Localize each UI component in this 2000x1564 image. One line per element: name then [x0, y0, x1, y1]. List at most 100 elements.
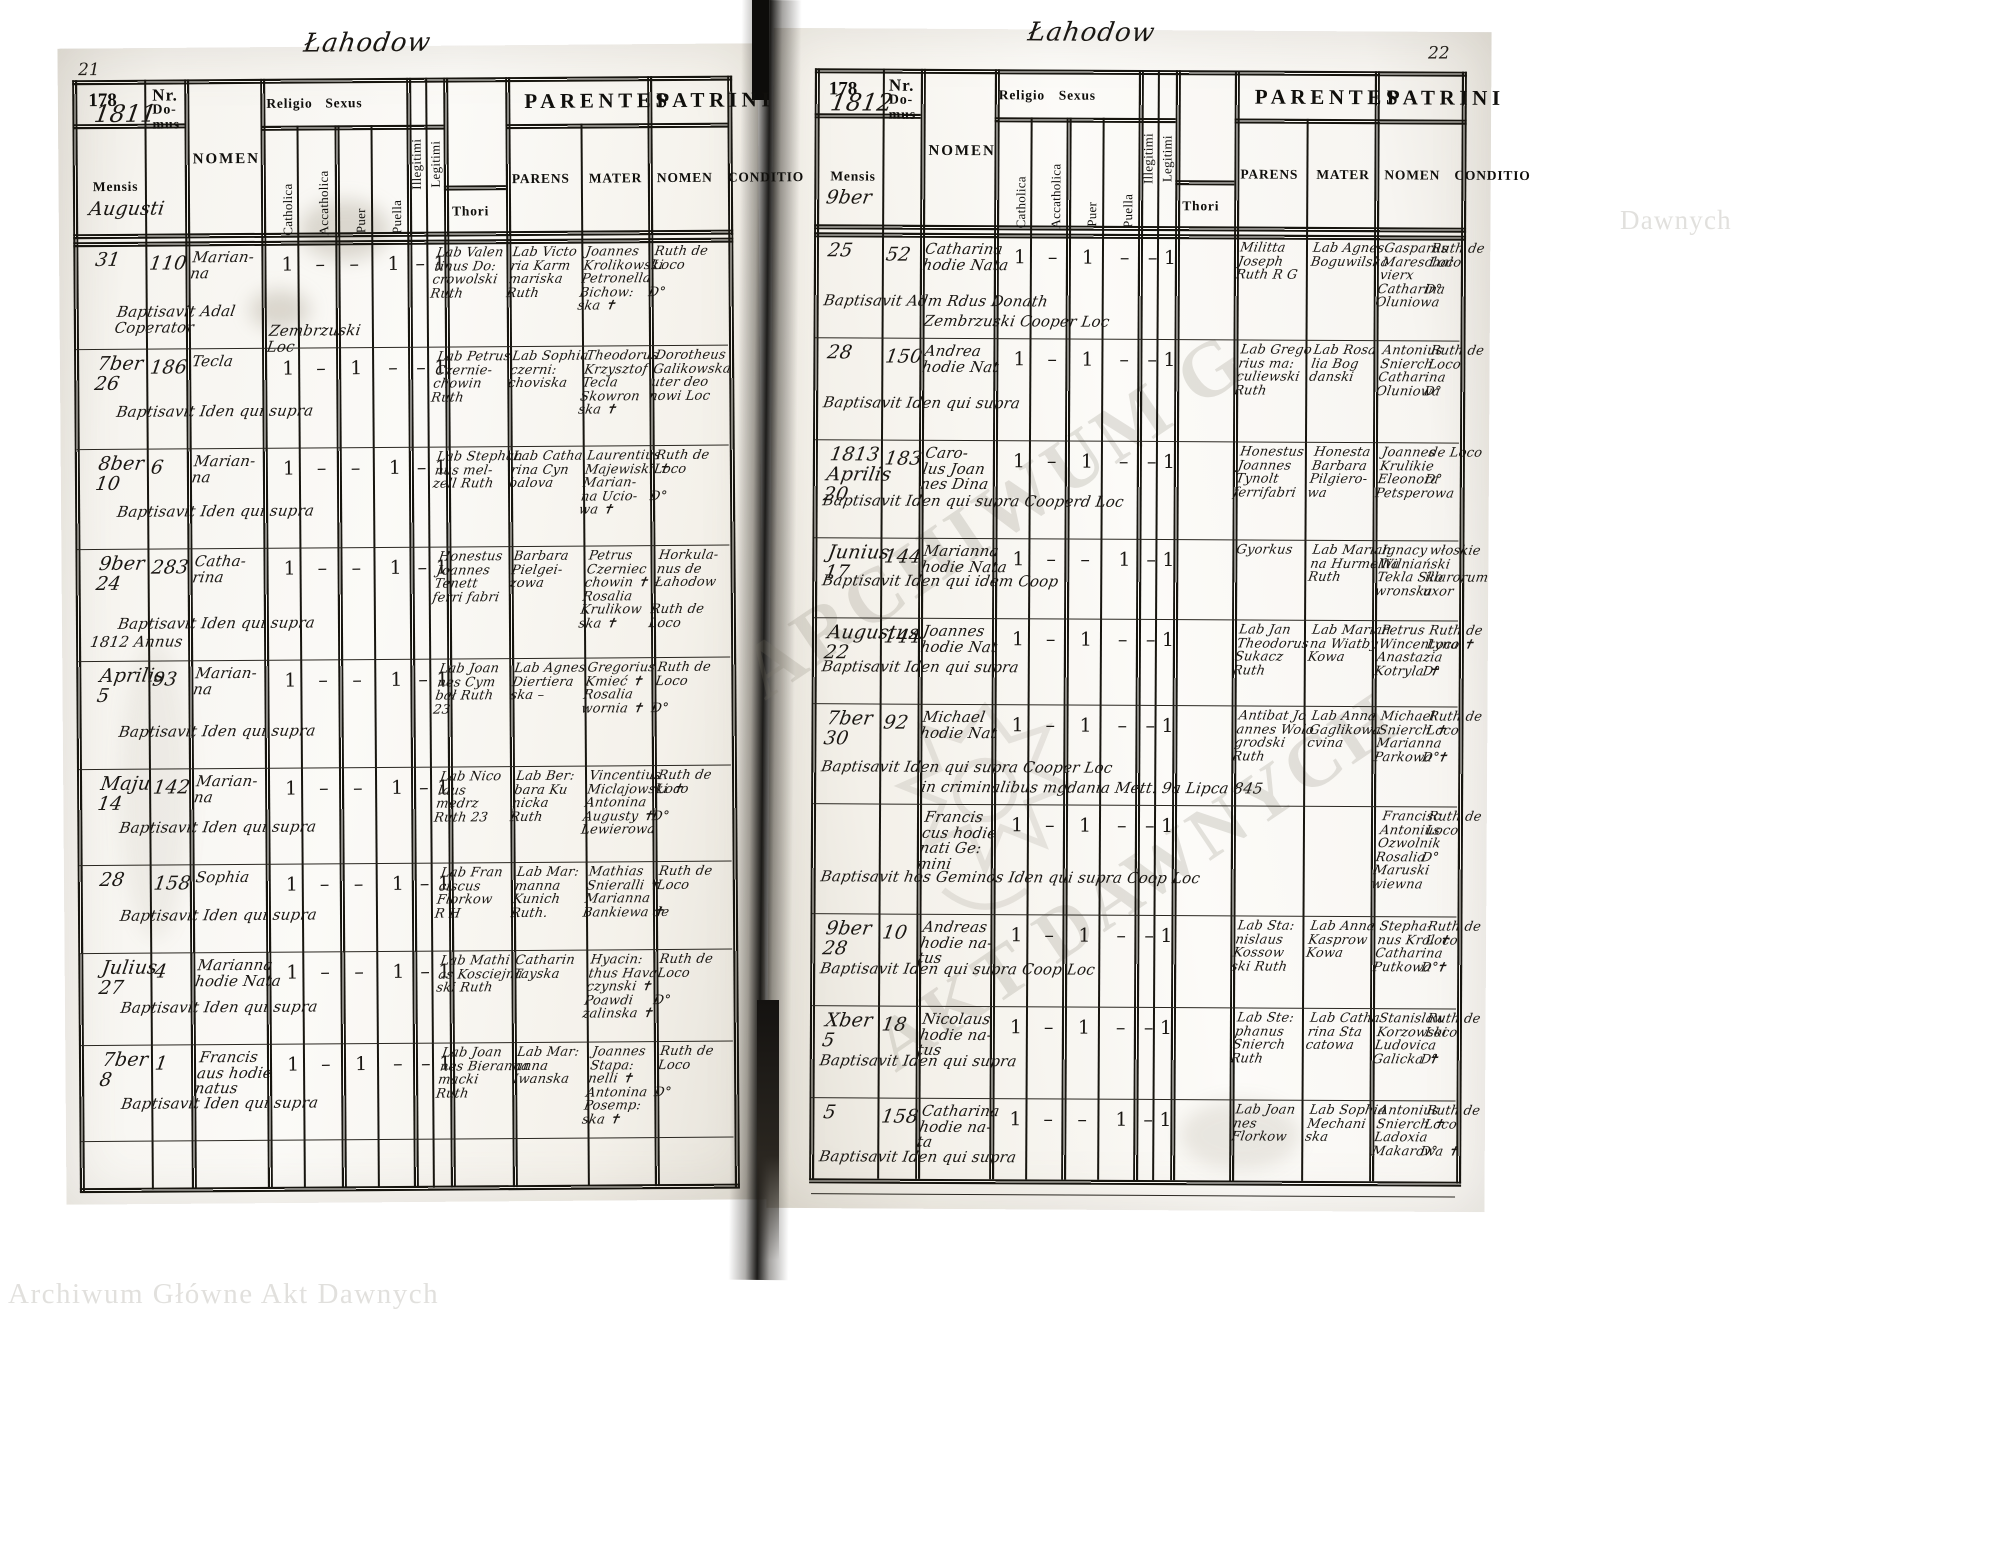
entry-mother: Lab Catha rina Cyn balova [507, 448, 584, 492]
entry-baptism-note: Baptisavit Iden qui idem Coop [820, 571, 1060, 591]
entry-baptism-note: Baptisavit Adal Coperator [113, 301, 237, 337]
entry-father: Lab Joan nes Florkow [1230, 1102, 1297, 1145]
entry-accatholica: – [1046, 450, 1057, 473]
row-separator [813, 803, 1458, 808]
entry-baptism-note: Baptisavit Iden qui supra [818, 1051, 1019, 1071]
entry-legitimi: 1 [1159, 1017, 1173, 1040]
entry-mother: Barbara Pielgei- zowa [508, 548, 570, 592]
entry-child-name: Andrea hodie Nat [920, 341, 1001, 376]
entry-accatholica: – [318, 669, 329, 692]
entry-illegitimi: – [416, 456, 427, 479]
entry-baptism-note: Baptisavit Iden qui supra [118, 817, 318, 837]
entry-father: Lab Nico laus medrz Ruth 23 [433, 769, 503, 826]
entry-illegitimi: – [1143, 1016, 1154, 1039]
entry-illegitimi: – [1147, 246, 1158, 269]
row-separator [814, 537, 1459, 542]
entry-legitimi: 1 [1163, 247, 1177, 270]
row-separator [812, 913, 1457, 918]
entry-accatholica: – [317, 557, 328, 580]
entry-accatholica: – [319, 777, 329, 800]
entry-day: 9ber 24 [94, 552, 147, 595]
entry-catholica: 1 [1012, 548, 1025, 571]
entry-catholica: 1 [1010, 924, 1023, 947]
entry-puella: – [1116, 814, 1127, 837]
entry-catholica: 1 [1011, 714, 1024, 737]
entry-child-name: Marianna hodie Nata [919, 541, 1009, 576]
entry-house-number: 186 [148, 356, 189, 379]
entry-illegitimi: – [1143, 1108, 1154, 1131]
left-entry-rows: 31 110 Marian- na 1– –1–1 Lab Valen tinus Do:… [0, 0, 764, 1263]
entry-child-name: Joannes hodie Nat [919, 621, 999, 656]
entry-child-name: Tecla [190, 352, 235, 371]
entry-baptism-note: Baptisavit Iden qui supra [117, 721, 318, 741]
entry-baptism-note: Baptisavit Iden qui supra [820, 657, 1021, 677]
entry-child-name: Catha- rina [191, 551, 248, 586]
entry-accatholica: – [1047, 348, 1058, 371]
entry-mother: Lab Sophia czerni: choviska [507, 348, 590, 392]
entry-puella: 1 [387, 252, 400, 275]
entry-child-name: Caro- lus Joan nes Dina [918, 443, 990, 494]
entry-legitimi: 1 [1162, 451, 1176, 474]
entry-puella: – [1115, 1016, 1126, 1039]
row-separator [812, 1005, 1457, 1010]
entry-day: 28 [825, 341, 854, 364]
entry-condition: Ruth de Loco D° [648, 447, 711, 504]
entry-godparents: Theodorus Krzysztof Tecla Skowron ska ✝ [577, 348, 660, 418]
entry-puer: 1 [1077, 1016, 1091, 1039]
entry-condition: Ruth de Loco D° [1421, 623, 1484, 680]
entry-catholica: 1 [286, 961, 299, 984]
entry-catholica: 1 [285, 777, 298, 800]
entry-accatholica: – [320, 1053, 331, 1076]
entry-illegitimi: – [415, 252, 426, 275]
entry-baptism-note: Baptisavit hos Geminos Iden qui supra Co… [819, 867, 1202, 888]
entry-catholica: 1 [281, 253, 294, 276]
entry-baptism-note-2: Zembrzuski Cooper Loc [922, 311, 1111, 331]
entry-condition: Ruth de Loco D° [1419, 919, 1483, 976]
paper-stain [250, 290, 310, 330]
entry-condition: Ruth de Loco D° [1420, 809, 1483, 866]
entry-mother: Lab Agnes Diertiera ska – [509, 660, 587, 704]
entry-godparents: Petrus Czerniec chowin ✝ Rosalia Kruliko… [577, 548, 650, 632]
entry-house-number: 4 [152, 960, 169, 983]
entry-illegitimi: – [419, 872, 430, 895]
entry-legitimi: 1 [1162, 549, 1175, 572]
entry-accatholica: – [315, 253, 326, 276]
entry-day: 28 [98, 868, 127, 891]
entry-puella: – [1119, 246, 1130, 269]
entry-father: Lab Joan nes Cym bał Ruth 23 [432, 661, 501, 718]
entry-house-number: 18 [880, 1013, 909, 1036]
entry-condition: Ruth de Loco D° [1423, 241, 1486, 298]
entry-illegitimi: – [416, 356, 426, 379]
entry-catholica: 1 [284, 669, 297, 692]
entry-child-name: Catharina hodie na- ta [915, 1101, 1001, 1151]
entry-father: Lab Sta: nislaus Kossow ski Ruth [1229, 918, 1296, 975]
row-separator [813, 703, 1458, 708]
entry-mother: Honesta Barbara Pilgiero- wa [1306, 444, 1372, 501]
spine-bottom-shadow [757, 1000, 779, 1260]
entry-legitimi: 1 [1160, 925, 1173, 948]
entry-baptism-note: Baptisavit Iden qui supra Cooper Loc [819, 757, 1115, 777]
entry-day: 5 [821, 1101, 838, 1124]
paper-stain [1180, 1100, 1300, 1170]
entry-condition: Ruth de Loco D° [650, 659, 712, 716]
entry-catholica: 1 [282, 457, 296, 480]
entry-accatholica: – [1044, 924, 1055, 947]
paper-stain [120, 640, 190, 940]
entry-day: Xber 5 [820, 1009, 875, 1052]
entry-mother: Lab Catha rina Sta catowa [1304, 1010, 1382, 1054]
entry-condition: Ruth de Loco D° [1418, 1103, 1482, 1160]
entry-catholica: 1 [1009, 1016, 1023, 1039]
entry-illegitimi: – [1146, 450, 1157, 473]
entry-father: Honestus Joannes Tynolt ferrifabri [1232, 444, 1306, 501]
entry-puella: – [1118, 450, 1129, 473]
entry-accatholica: – [1046, 548, 1057, 571]
entry-accatholica: – [316, 457, 327, 480]
entry-father: Lab Ste: phanus Snierch Ruth [1229, 1010, 1296, 1067]
entry-child-name: Marian- na [189, 247, 256, 282]
entry-legitimi: 1 [1161, 629, 1175, 652]
entry-accatholica: – [316, 357, 326, 380]
entry-condition: Ruth de Loco D° [647, 243, 710, 300]
entry-puer: – [351, 557, 362, 580]
entry-puer: 1 [1081, 246, 1095, 269]
